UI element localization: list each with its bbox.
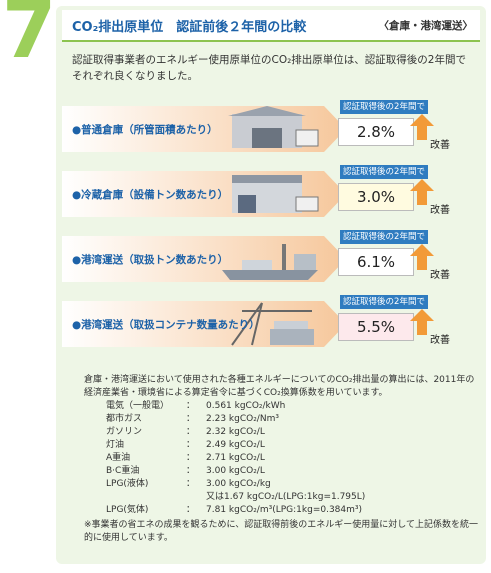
period-label: 認証取得後の2年間で <box>340 295 428 309</box>
up-arrow-shape <box>410 244 434 270</box>
subtitle: 〈倉庫・港湾運送〉 <box>378 20 474 32</box>
factor-value: 3.00 kgCO₂/L <box>206 466 265 476</box>
result-label: 改善 <box>430 335 450 346</box>
factor-row: 都市ガス ： 2.23 kgCO₂/Nm³ <box>84 413 478 426</box>
factor-spacer <box>186 491 206 504</box>
row-label: ●普通倉庫（所管面積あたり） <box>72 124 218 136</box>
illustration <box>232 175 319 213</box>
factor-row: B·C重油 ： 3.00 kgCO₂/L <box>84 465 478 478</box>
panel <box>56 6 486 564</box>
illustration <box>231 302 314 346</box>
result-label: 改善 <box>430 205 450 216</box>
factor-value: 0.561 kgCO₂/kWh <box>206 401 286 411</box>
factor-name: A重油 <box>106 453 131 463</box>
factor-row: 又は1.67 kgCO₂/L(LPG:1kg=1.795L) <box>84 491 478 504</box>
factor-separator: ： <box>186 453 196 463</box>
section-number: 7 <box>2 0 57 76</box>
factor-separator: ： <box>186 414 196 424</box>
row-label: ●港湾運送（取扱トン数あたり） <box>72 254 229 266</box>
factor-value: 2.32 kgCO₂/L <box>206 427 265 437</box>
period-label: 認証取得後の2年間で <box>340 100 428 114</box>
arrow-band-shape <box>62 236 346 282</box>
factor-name: 電気（一般電） <box>106 401 170 411</box>
up-arrow <box>410 114 434 144</box>
notes: 倉庫・港湾運送において使用された各種エネルギーについてのCO₂排出量の算出には、… <box>84 374 478 545</box>
factor-list: 電気（一般電） ： 0.561 kgCO₂/kWh 都市ガス ： 2.23 kgCO₂/N… <box>84 400 478 517</box>
factor-row: 電気（一般電） ： 0.561 kgCO₂/kWh <box>84 400 478 413</box>
factor-row: 灯油 ： 2.49 kgCO₂/L <box>84 439 478 452</box>
row: ●港湾運送（取扱トン数あたり） 認証取得後の2年間で 6.1% 改善 <box>62 230 482 288</box>
period-label: 認証取得後の2年間で <box>340 230 428 244</box>
factor-name: LPG(液体) <box>106 479 149 489</box>
factor-value: 2.23 kgCO₂/Nm³ <box>206 414 279 424</box>
up-arrow <box>410 179 434 209</box>
row: ●冷蔵倉庫（設備トン数あたり） 認証取得後の2年間で 3.0% 改善 <box>62 165 482 223</box>
illustration <box>228 106 319 148</box>
arrow-band-shape <box>62 106 346 152</box>
result-label: 改善 <box>430 140 450 151</box>
period-label: 認証取得後の2年間で <box>340 165 428 179</box>
improvement-value: 3.0% <box>338 183 414 211</box>
arrow-band-shape <box>62 171 346 217</box>
factor-separator: ： <box>186 505 196 515</box>
factor-separator: ： <box>186 401 196 411</box>
improvement-value: 2.8% <box>338 118 414 146</box>
row: ●普通倉庫（所管面積あたり） 認証取得後の2年間で 2.8% 改善 <box>62 100 482 158</box>
factor-row: A重油 ： 2.71 kgCO₂/L <box>84 452 478 465</box>
factor-name: LPG(気体) <box>106 505 149 515</box>
improvement-value: 5.5% <box>338 313 414 341</box>
arrow-band <box>62 301 348 351</box>
factor-value: 3.00 kgCO₂/kg <box>206 479 271 489</box>
factor-value: 2.71 kgCO₂/L <box>206 453 265 463</box>
factor-row: LPG(気体) ： 7.81 kgCO₂/m³(LPG:1kg=0.384m³) <box>84 504 478 517</box>
footnote: ※事業者の省エネの成果を観るために、認証取得前後のエネルギー使用量に対して上記係… <box>84 520 479 543</box>
up-arrow-shape <box>410 309 434 335</box>
header-bar <box>62 10 480 42</box>
arrow-band <box>62 106 348 156</box>
arrow-band <box>62 236 348 286</box>
up-arrow <box>410 309 434 339</box>
row-label: ●冷蔵倉庫（設備トン数あたり） <box>72 189 229 201</box>
factor-row: ガソリン ： 2.32 kgCO₂/L <box>84 426 478 439</box>
factor-name: 灯油 <box>106 440 125 450</box>
up-arrow-shape <box>410 179 434 205</box>
row: ●港湾運送（取扱コンテナ数量あたり） 認証取得後の2年間で 5.5% 改善 <box>62 295 482 353</box>
factor-separator: ： <box>186 466 196 476</box>
factor-alt: 又は1.67 kgCO₂/L(LPG:1kg=1.795L) <box>206 492 366 502</box>
factor-name: B·C重油 <box>106 466 140 476</box>
title: CO₂排出原単位 認証前後２年間の比較 <box>72 20 307 35</box>
up-arrow <box>410 244 434 274</box>
result-label: 改善 <box>430 270 450 281</box>
factor-value: 7.81 kgCO₂/m³(LPG:1kg=0.384m³) <box>206 505 363 515</box>
notes-text: 倉庫・港湾運送において使用された各種エネルギーについてのCO₂排出量の算出には、… <box>84 375 475 398</box>
factor-separator: ： <box>186 427 196 437</box>
factor-row: LPG(液体) ： 3.00 kgCO₂/kg <box>84 478 478 491</box>
factor-name: ガソリン <box>106 427 143 437</box>
row-label: ●港湾運送（取扱コンテナ数量あたり） <box>72 319 260 331</box>
factor-name: 都市ガス <box>106 414 143 424</box>
up-arrow-shape <box>410 114 434 140</box>
factor-value: 2.49 kgCO₂/L <box>206 440 265 450</box>
arrow-band-shape <box>62 301 346 347</box>
intro: 認証取得事業者のエネルギー使用原単位のCO₂排出原単位は、認証取得後の2年間でそ… <box>72 54 466 82</box>
illustration <box>222 244 318 280</box>
improvement-value: 6.1% <box>338 248 414 276</box>
factor-spacer <box>84 491 186 504</box>
factor-separator: ： <box>186 479 196 489</box>
factor-separator: ： <box>186 440 196 450</box>
arrow-band <box>62 171 348 221</box>
